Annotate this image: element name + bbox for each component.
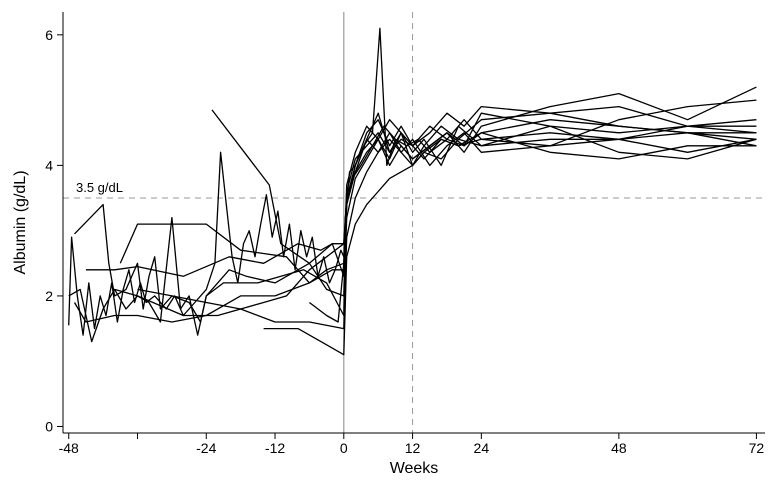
x-ticks: -48 -24 -12 0 12 24 48 72 xyxy=(59,433,765,456)
y-tick-label: 2 xyxy=(45,288,53,304)
x-tick-label: 72 xyxy=(749,440,765,456)
x-tick-label: -24 xyxy=(196,440,216,456)
x-axis-title: Weeks xyxy=(390,460,439,477)
x-tick-label: 0 xyxy=(340,440,348,456)
x-tick-label: -12 xyxy=(265,440,285,456)
series-line-patient-8 xyxy=(73,119,757,323)
y-tick-label: 4 xyxy=(45,157,53,173)
y-tick-label: 6 xyxy=(45,27,53,43)
series-layer xyxy=(68,27,757,356)
series-line-patient-3 xyxy=(74,112,757,323)
series-line-patient-6 xyxy=(211,109,757,297)
series-line-patient-9 xyxy=(137,132,757,330)
series-line-patient-10 xyxy=(263,138,757,356)
x-tick-label: 48 xyxy=(611,440,627,456)
y-tick-label: 0 xyxy=(45,418,53,434)
y-axis-title: Albumin (g/dL) xyxy=(12,170,29,274)
x-tick-label: 24 xyxy=(474,440,490,456)
x-tick-label: -48 xyxy=(59,440,79,456)
series-line-patient-7 xyxy=(114,99,757,317)
reference-lines-layer xyxy=(63,12,765,433)
reference-line-label: 3.5 g/dL xyxy=(76,180,123,195)
y-ticks: 0 2 4 6 xyxy=(45,27,63,434)
series-line-patient-11 xyxy=(309,105,757,323)
x-tick-label: 12 xyxy=(405,440,421,456)
